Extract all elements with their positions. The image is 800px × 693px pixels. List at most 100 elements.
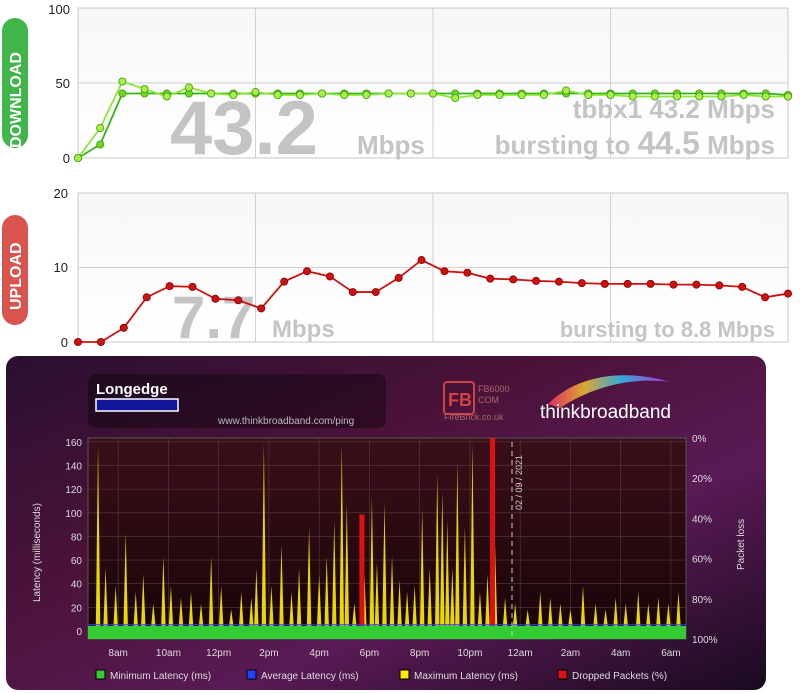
- ping-plot-area: [87, 437, 687, 640]
- upload-data-point: [234, 296, 243, 305]
- ping-x-tick: 8am: [108, 648, 127, 659]
- download-y-tick: 0: [63, 151, 70, 166]
- ping-max-spike: [208, 556, 214, 626]
- download-data-point: [384, 89, 393, 98]
- ping-max-spike: [512, 603, 518, 626]
- upload-burst-unit: Mbps: [718, 317, 775, 342]
- download-data-point: [517, 91, 526, 100]
- ping-max-spike: [239, 591, 244, 626]
- ping-title: Longedge: [96, 381, 168, 398]
- upload-data-point: [417, 256, 426, 265]
- download-burst-unit: Mbps: [707, 130, 775, 160]
- download-data-point: [428, 89, 437, 98]
- upload-y-tick: 20: [54, 186, 68, 201]
- download-summary-line1: tbbx1 43.2 Mbps: [573, 94, 775, 124]
- ping-max-spike: [412, 585, 417, 626]
- ping-max-spike: [502, 597, 508, 626]
- upload-series: [74, 256, 793, 346]
- upload-data-point: [486, 274, 495, 283]
- legend-label-min: Minimum Latency (ms): [110, 671, 211, 682]
- ping-x-tick: 8pm: [410, 648, 429, 659]
- download-summary-line2: bursting to 44.5 Mbps: [495, 125, 775, 161]
- ping-max-spike: [261, 443, 267, 626]
- ping-x-tick: 10am: [156, 648, 181, 659]
- ping-max-spike: [374, 562, 380, 626]
- legend-label-avg: Average Latency (ms): [261, 671, 359, 682]
- upload-data-point: [715, 281, 724, 290]
- download-data-point: [473, 91, 482, 100]
- ping-max-spike: [485, 573, 490, 626]
- download-data-point: [606, 91, 615, 100]
- upload-data-point: [761, 293, 770, 302]
- ping-y-ticks: 0 20 40 60 80 100 120 140 160: [65, 438, 82, 638]
- ping-max-spike: [123, 532, 128, 626]
- download-data-point: [761, 92, 770, 101]
- download-data-point: [184, 83, 193, 92]
- ping-y2-ticks: 0% 20% 40% 60% 80% 100%: [692, 434, 718, 646]
- download-data-point: [207, 89, 216, 98]
- upload-data-point: [142, 293, 151, 302]
- download-data-point: [96, 140, 105, 149]
- ping-y2-tick: 20%: [692, 474, 712, 485]
- ping-max-spike: [133, 591, 138, 626]
- download-data-point: [628, 92, 637, 101]
- download-data-point: [74, 153, 83, 162]
- download-data-point: [495, 91, 504, 100]
- download-data-point: [318, 89, 327, 98]
- download-burst-sep: [630, 130, 637, 160]
- ping-dropped-bar: [490, 438, 496, 639]
- download-data-point: [539, 91, 548, 100]
- upload-data-point: [623, 279, 632, 288]
- download-headline-unit: Mbps: [357, 130, 425, 160]
- ping-max-spike: [440, 491, 445, 626]
- upload-data-point: [738, 282, 747, 291]
- ping-max-spike: [397, 579, 402, 626]
- upload-data-point: [394, 273, 403, 282]
- ping-max-spike: [218, 585, 224, 626]
- download-data-point: [295, 91, 304, 100]
- upload-burst-value: 8.8: [681, 317, 712, 342]
- download-panel: DOWNLOAD 0 50 100 43.2 Mbps tbbx1 43.2 M…: [2, 2, 793, 171]
- firebrick-line1: FB6000: [478, 384, 510, 394]
- ping-max-spike: [161, 556, 166, 626]
- ping-max-spike: [455, 461, 460, 626]
- upload-side-pill: [2, 215, 28, 325]
- ping-x-tick: 6am: [661, 648, 680, 659]
- ping-max-spike: [344, 503, 349, 626]
- ping-y2-axis-label: Packet loss: [736, 519, 747, 570]
- ping-max-spike: [623, 603, 628, 626]
- upload-data-point: [692, 280, 701, 289]
- upload-data-point: [463, 268, 472, 277]
- ping-max-spike: [477, 591, 483, 626]
- ping-max-spike: [141, 573, 146, 626]
- ping-max-spike: [296, 568, 302, 626]
- download-headline-value: 43.2: [170, 86, 318, 171]
- ping-title-box: [88, 374, 386, 428]
- upload-data-point: [325, 272, 334, 281]
- ping-y2-tick: 60%: [692, 555, 712, 566]
- ping-max-spike: [427, 568, 432, 626]
- upload-data-point: [600, 279, 609, 288]
- download-series: [74, 77, 793, 162]
- firebrick-badge-text: FB: [448, 390, 472, 410]
- upload-data-point: [74, 337, 83, 346]
- ping-max-spike: [249, 597, 254, 626]
- upload-data-point: [577, 279, 586, 288]
- download-data-point: [451, 94, 460, 103]
- download-y-tick: 50: [56, 76, 70, 91]
- ping-y-tick: 20: [71, 603, 83, 614]
- upload-burst-prefix: bursting to: [560, 317, 675, 342]
- ping-max-spike: [188, 591, 194, 626]
- ping-max-spike: [676, 591, 681, 626]
- ping-y2-tick: 100%: [692, 635, 718, 646]
- ping-x-tick: 12am: [508, 648, 533, 659]
- upload-summary-line2: bursting to 8.8 Mbps: [560, 317, 775, 342]
- ping-y-tick: 0: [76, 627, 82, 638]
- download-data-point: [650, 92, 659, 101]
- ping-max-spike: [525, 609, 530, 626]
- ping-max-spike: [339, 443, 344, 626]
- ping-max-spike: [558, 603, 563, 626]
- legend-swatch-max: [399, 669, 410, 680]
- ping-max-spike: [450, 568, 455, 626]
- download-data-point: [673, 92, 682, 101]
